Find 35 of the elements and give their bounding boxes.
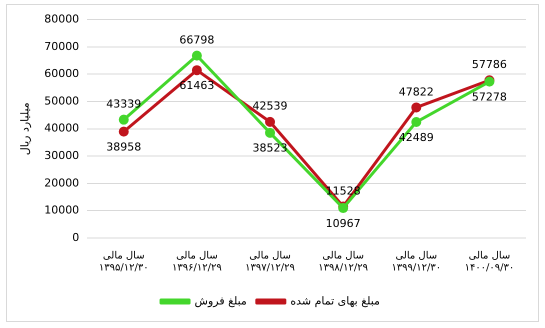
x-tick-label: سال مالی ۱۴۰۰/۰۹/۳۰ bbox=[464, 250, 514, 274]
data-label: 38958 bbox=[106, 140, 142, 154]
point bbox=[265, 116, 276, 127]
legend-label: مبلغ بهای تمام شده bbox=[290, 294, 380, 308]
data-label: 47822 bbox=[398, 85, 434, 98]
data-label: 42539 bbox=[252, 100, 288, 113]
data-label: 10967 bbox=[326, 216, 361, 230]
x-tick-label: سال مالی ۱۳۹۶/۱۲/۲۹ bbox=[172, 250, 222, 274]
point bbox=[411, 102, 422, 112]
point bbox=[118, 126, 129, 137]
y-tick-label: 30000 bbox=[44, 148, 80, 162]
data-label: 43339 bbox=[106, 98, 142, 111]
point bbox=[118, 114, 129, 125]
point bbox=[192, 65, 202, 76]
y-tick-label: 10000 bbox=[44, 204, 80, 217]
legend-label: مبلغ فروش bbox=[194, 294, 247, 308]
y-tick-label: 70000 bbox=[44, 40, 80, 53]
y-tick-label: 60000 bbox=[44, 67, 80, 80]
point bbox=[265, 128, 276, 138]
x-tick-label: سال مالی ۱۳۹۵/۱۲/۳۰ bbox=[98, 250, 149, 274]
data-label: 66798 bbox=[179, 34, 214, 46]
point bbox=[411, 117, 422, 128]
y-tick-label: 50000 bbox=[44, 94, 80, 108]
y-axis-title: میلیارد ریال bbox=[18, 102, 32, 156]
point bbox=[192, 50, 202, 61]
y-tick-label: 20000 bbox=[44, 176, 80, 190]
data-label: 57278 bbox=[472, 90, 507, 104]
data-label: 57786 bbox=[472, 58, 507, 72]
y-tick-label: 40000 bbox=[44, 122, 80, 135]
y-tick-label: 0 bbox=[72, 230, 80, 244]
x-tick-label: سال مالی ۱۳۹۷/۱۲/۲۹ bbox=[245, 250, 295, 274]
x-tick-label: سال مالی ۱۳۹۹/۱۲/۳۰ bbox=[391, 250, 442, 274]
y-tick-label: 80000 bbox=[44, 12, 80, 26]
x-tick-label: سال مالی ۱۳۹۸/۱۲/۲۹ bbox=[318, 250, 368, 274]
data-label: 61463 bbox=[179, 79, 214, 92]
